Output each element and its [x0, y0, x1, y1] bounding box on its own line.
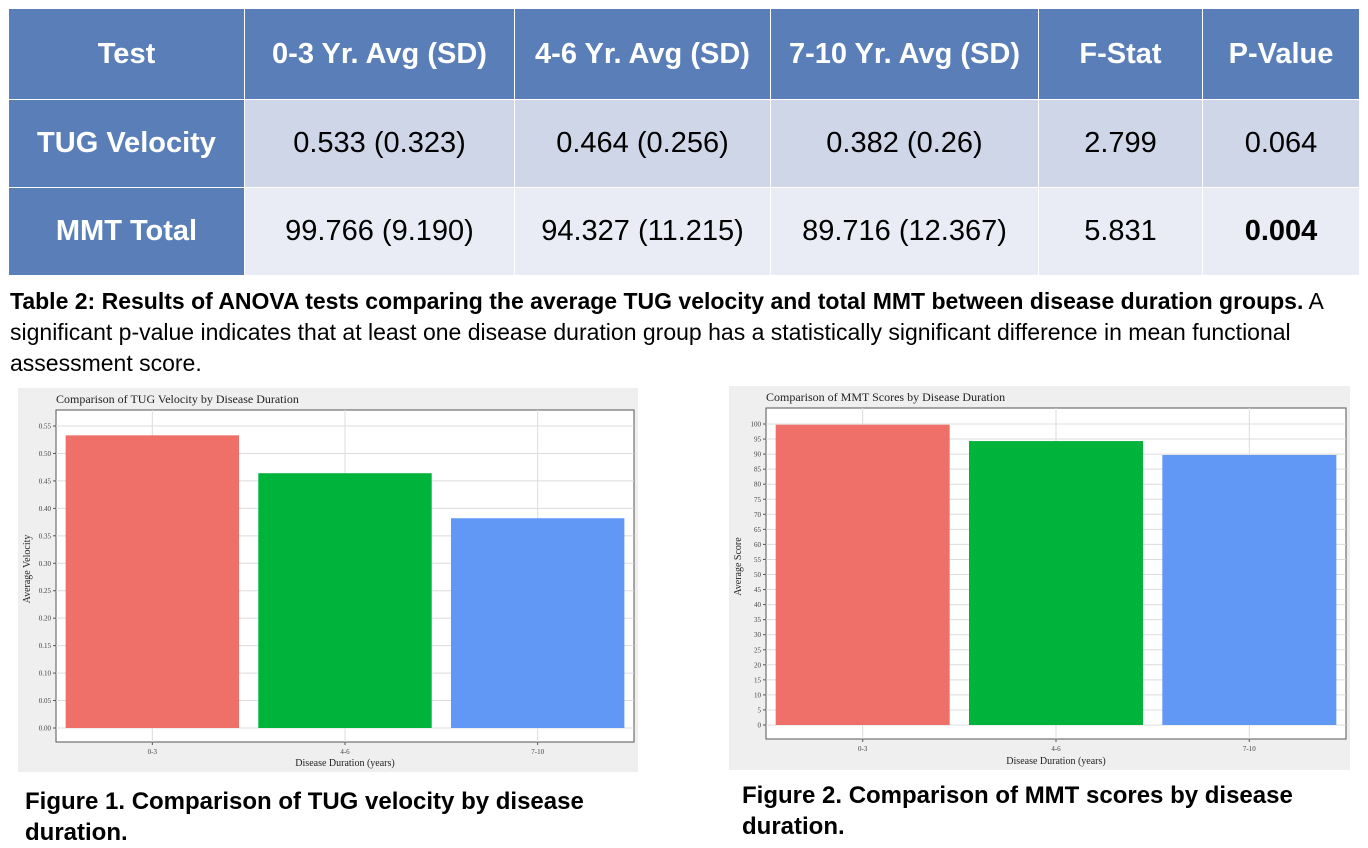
- bar-4-6: [258, 473, 432, 728]
- y-tick-label: 35: [754, 616, 762, 624]
- table-cell: 0.064: [1202, 99, 1360, 188]
- y-tick-label: 30: [754, 631, 762, 639]
- y-tick-label: 40: [754, 601, 762, 609]
- figure-1-caption: Figure 1. Comparison of TUG velocity by …: [25, 788, 584, 846]
- y-tick-label: 80: [754, 481, 762, 489]
- x-tick-label: 4-6: [340, 748, 350, 756]
- y-tick-label: 0.40: [39, 505, 52, 513]
- x-tick-label: 4-6: [1051, 745, 1061, 753]
- y-tick-label: 85: [754, 466, 762, 474]
- table-cell: 0.533 (0.323): [244, 99, 515, 188]
- table-caption-text: A significant p-value indicates that at …: [10, 288, 1323, 376]
- y-tick-label: 0.20: [39, 615, 52, 623]
- y-tick-label: 15: [754, 676, 762, 684]
- y-tick-label: 70: [754, 511, 762, 519]
- table-header-row: Test 0-3 Yr. Avg (SD) 4-6 Yr. Avg (SD) 7…: [8, 8, 1360, 100]
- table-cell: 99.766 (9.190): [244, 187, 515, 276]
- tug-velocity-chart: 0.00 0.05 0.10 0.15 0.20 0.25 0.30 0.35 0.40 0.45…: [18, 388, 638, 772]
- y-axis-label: Average Score: [733, 537, 744, 596]
- table-caption-bold: Table 2: Results of ANOVA tests comparin…: [10, 288, 1304, 314]
- table-cell-significant: 0.004: [1202, 187, 1360, 276]
- bar-7-10: [450, 518, 625, 728]
- x-tick-label: 0-3: [858, 745, 868, 753]
- y-tick-label: 20: [754, 661, 762, 669]
- y-tick-label: 90: [754, 451, 762, 459]
- header-0-3: 0-3 Yr. Avg (SD): [244, 8, 515, 100]
- chart-title: Comparison of MMT Scores by Disease Dura…: [766, 390, 1005, 404]
- table-row: TUG Velocity 0.533 (0.323) 0.464 (0.256)…: [8, 99, 1360, 188]
- bar-4-6: [969, 441, 1143, 725]
- table-row: MMT Total 99.766 (9.190) 94.327 (11.215)…: [8, 187, 1360, 276]
- row-label-tug: TUG Velocity: [8, 99, 245, 188]
- x-axis-label: Disease Duration (years): [1006, 756, 1105, 767]
- y-tick-label: 95: [754, 436, 762, 444]
- table-cell: 89.716 (12.367): [770, 187, 1039, 276]
- header-4-6: 4-6 Yr. Avg (SD): [514, 8, 771, 100]
- row-label-mmt: MMT Total: [8, 187, 245, 276]
- y-tick-label: 5: [758, 706, 762, 714]
- header-7-10: 7-10 Yr. Avg (SD): [770, 8, 1039, 100]
- mmt-score-chart-svg: 0 5 10 15 20 25 30 35 40 45 50 55 60 65 70 75 80 85 90 95 10…: [733, 390, 1347, 767]
- y-tick-label: 75: [754, 496, 762, 504]
- table-cell: 0.464 (0.256): [514, 99, 771, 188]
- table-cell: 2.799: [1038, 99, 1203, 188]
- y-tick-label: 65: [754, 526, 762, 534]
- y-tick-label: 100: [751, 421, 762, 429]
- bar-7-10: [1162, 454, 1337, 725]
- header-p-value: P-Value: [1202, 8, 1360, 100]
- table-cell: 5.831: [1038, 187, 1203, 276]
- y-tick-label: 50: [754, 571, 762, 579]
- y-tick-label: 0.00: [39, 725, 52, 733]
- y-tick-label: 25: [754, 646, 762, 654]
- y-tick-label: 10: [754, 691, 762, 699]
- x-tick-label: 7-10: [1243, 745, 1256, 753]
- header-test: Test: [8, 8, 245, 100]
- figure-2-caption: Figure 2. Comparison of MMT scores by di…: [742, 782, 1293, 840]
- y-tick-label: 60: [754, 541, 762, 549]
- y-tick-label: 0.45: [39, 477, 52, 485]
- table-caption: Table 2: Results of ANOVA tests comparin…: [10, 286, 1360, 379]
- header-f-stat: F-Stat: [1038, 8, 1203, 100]
- y-tick-label: 0.50: [39, 450, 52, 458]
- mmt-score-chart: 0 5 10 15 20 25 30 35 40 45 50 55 60 65 70 75 80 85 90 95 10…: [729, 386, 1350, 770]
- y-tick-label: 0.05: [39, 697, 52, 705]
- bar-0-3: [65, 435, 240, 728]
- y-tick-label: 0.25: [39, 587, 52, 595]
- x-tick-label: 7-10: [531, 748, 544, 756]
- y-tick-label: 55: [754, 556, 762, 564]
- y-tick-label: 0.35: [39, 532, 52, 540]
- bar-0-3: [775, 424, 950, 725]
- y-axis-label: Average Velocity: [22, 535, 33, 604]
- y-tick-label: 0.15: [39, 642, 52, 650]
- results-table: Test 0-3 Yr. Avg (SD) 4-6 Yr. Avg (SD) 7…: [8, 8, 1360, 276]
- y-tick-label: 0.30: [39, 560, 52, 568]
- tug-velocity-chart-svg: 0.00 0.05 0.10 0.15 0.20 0.25 0.30 0.35 0.40 0.45…: [22, 392, 635, 769]
- table-cell: 0.382 (0.26): [770, 99, 1039, 188]
- x-axis-label: Disease Duration (years): [295, 758, 394, 769]
- y-tick-label: 0.55: [39, 423, 52, 431]
- y-tick-label: 45: [754, 586, 762, 594]
- chart-title: Comparison of TUG Velocity by Disease Du…: [56, 392, 299, 406]
- y-tick-label: 0.10: [39, 670, 52, 678]
- y-tick-label: 0: [758, 722, 762, 730]
- x-tick-label: 0-3: [148, 748, 158, 756]
- table-cell: 94.327 (11.215): [514, 187, 771, 276]
